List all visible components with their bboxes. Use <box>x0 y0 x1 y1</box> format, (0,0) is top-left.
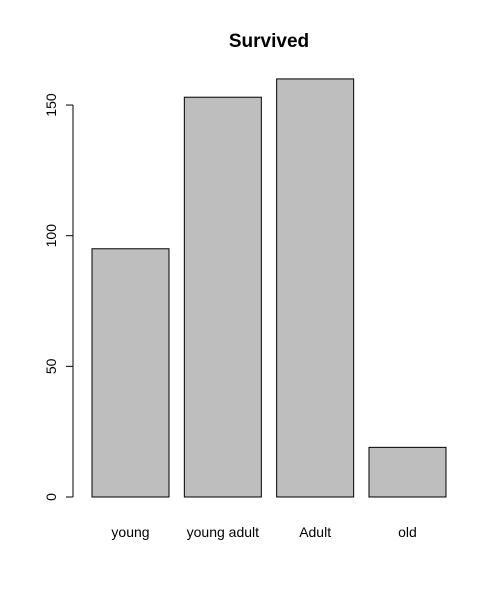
y-tick-label: 0 <box>43 493 59 501</box>
x-category-label: young adult <box>187 524 260 540</box>
y-tick-label: 50 <box>43 358 59 374</box>
x-category-label: old <box>398 524 417 540</box>
bar <box>276 78 355 498</box>
y-axis: 0 50 100 150 <box>43 93 74 501</box>
bars-group <box>91 78 447 498</box>
x-category-label: Adult <box>299 524 331 540</box>
y-tick-label: 100 <box>43 224 59 248</box>
x-category-label: young <box>111 524 149 540</box>
bar <box>91 248 170 498</box>
bar <box>183 96 262 498</box>
x-axis-labels: young young adult Adult old <box>111 524 416 540</box>
bar <box>368 446 447 498</box>
y-tick-label: 150 <box>43 93 59 117</box>
chart-title: Survived <box>229 31 309 52</box>
